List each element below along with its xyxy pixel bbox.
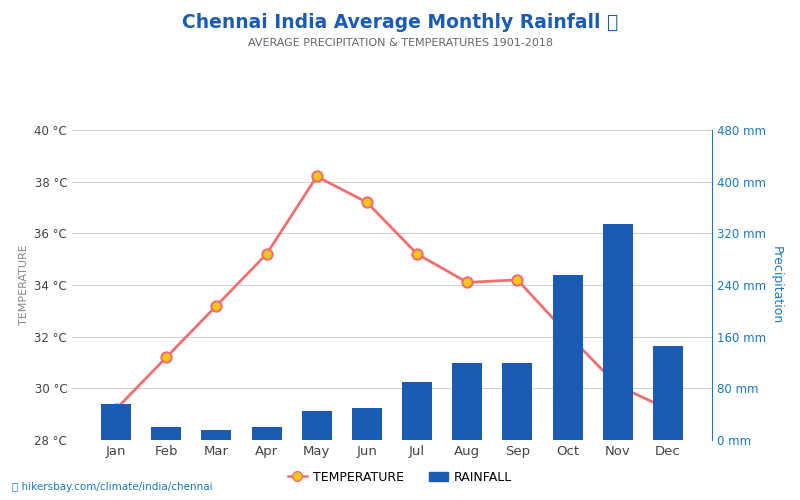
Bar bbox=[352, 408, 382, 440]
Bar bbox=[553, 276, 582, 440]
Text: 📍 hikersbay.com/climate/india/chennai: 📍 hikersbay.com/climate/india/chennai bbox=[12, 482, 213, 492]
Point bbox=[511, 276, 524, 284]
Point bbox=[260, 250, 273, 258]
Bar bbox=[653, 346, 683, 440]
Point bbox=[361, 198, 374, 206]
Bar bbox=[251, 427, 282, 440]
Y-axis label: TEMPERATURE: TEMPERATURE bbox=[19, 244, 29, 326]
Point bbox=[160, 354, 173, 362]
Text: Chennai India Average Monthly Rainfall 🌧: Chennai India Average Monthly Rainfall 🌧 bbox=[182, 12, 618, 32]
Bar bbox=[151, 427, 182, 440]
Point bbox=[461, 278, 474, 286]
Bar bbox=[602, 224, 633, 440]
Bar bbox=[452, 362, 482, 440]
Y-axis label: Precipitation: Precipitation bbox=[770, 246, 782, 324]
Text: AVERAGE PRECIPITATION & TEMPERATURES 1901-2018: AVERAGE PRECIPITATION & TEMPERATURES 190… bbox=[247, 38, 553, 48]
Bar bbox=[302, 411, 332, 440]
Point bbox=[561, 330, 574, 338]
Bar bbox=[402, 382, 432, 440]
Point bbox=[611, 382, 624, 390]
Bar bbox=[202, 430, 231, 440]
Point bbox=[410, 250, 423, 258]
Point bbox=[310, 172, 323, 180]
Point bbox=[110, 405, 122, 413]
Point bbox=[210, 302, 223, 310]
Bar bbox=[101, 404, 131, 440]
Legend: TEMPERATURE, RAINFALL: TEMPERATURE, RAINFALL bbox=[283, 466, 517, 489]
Bar bbox=[502, 362, 533, 440]
Point bbox=[662, 405, 674, 413]
